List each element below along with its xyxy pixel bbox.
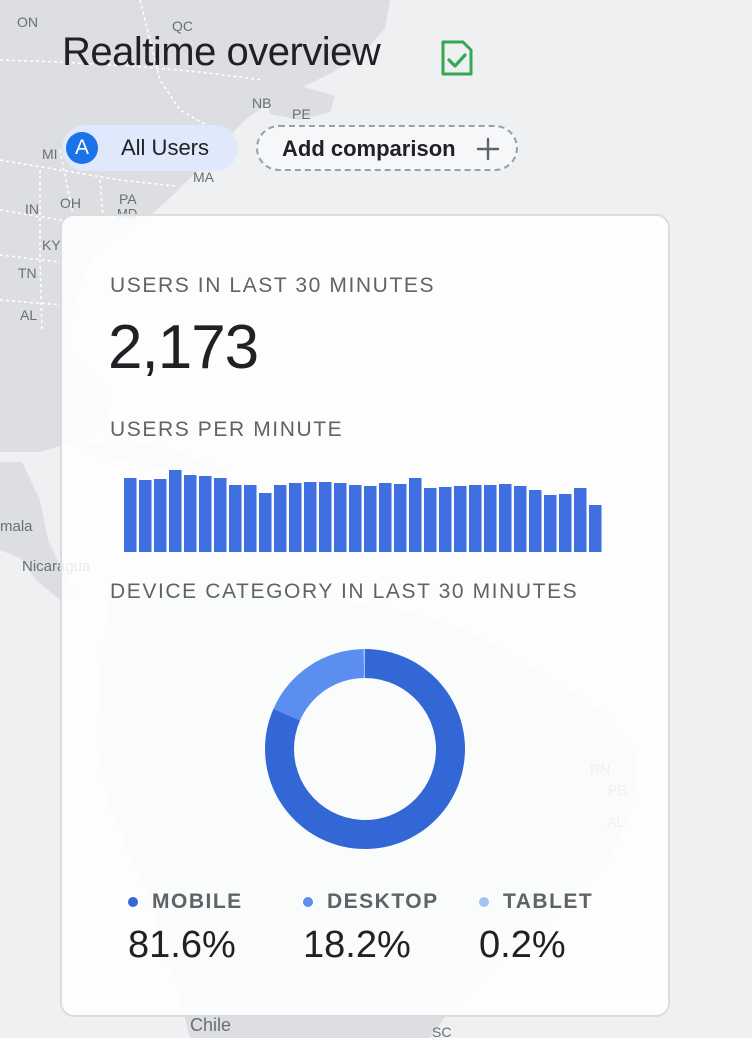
legend-dot-mobile — [128, 897, 138, 907]
legend-dot-desktop — [303, 897, 313, 907]
page-title: Realtime overview — [62, 30, 381, 74]
users-per-minute-bar[interactable] — [184, 475, 197, 552]
map-label-oh: OH — [60, 195, 81, 211]
users-per-minute-bar[interactable] — [244, 485, 257, 552]
users-per-minute-bar[interactable] — [544, 495, 557, 552]
users-per-minute-bar[interactable] — [574, 488, 587, 552]
users-per-minute-bar[interactable] — [529, 490, 542, 552]
map-label-on: ON — [17, 14, 38, 30]
users-per-minute-bar[interactable] — [259, 493, 272, 552]
add-comparison-label: Add comparison — [282, 136, 456, 161]
segment-avatar: A — [66, 132, 98, 164]
users-per-minute-bar[interactable] — [334, 483, 347, 552]
realtime-users-card[interactable]: USERS IN LAST 30 MINUTES 2,173 USERS PER… — [60, 214, 670, 1017]
users-per-minute-bar[interactable] — [304, 482, 317, 552]
legend-desktop: DESKTOP 18.2% — [303, 890, 483, 967]
users-per-minute-bar[interactable] — [229, 485, 242, 552]
map-label-pe: PE — [292, 106, 311, 122]
users-count: 2,173 — [108, 313, 259, 382]
users-per-minute-chart[interactable] — [124, 464, 604, 552]
map-label-chile: Chile — [190, 1015, 231, 1035]
users-per-minute-bar[interactable] — [349, 485, 362, 552]
users-per-minute-bar[interactable] — [559, 494, 572, 552]
map-land-nova-scotia — [265, 86, 335, 120]
users-per-minute-bar[interactable] — [289, 483, 302, 552]
users-per-minute-bar[interactable] — [274, 485, 287, 552]
map-label-in: IN — [25, 201, 39, 217]
legend-value-mobile: 81.6% — [128, 924, 236, 966]
map-label-sc-br: SC — [432, 1024, 451, 1038]
legend-mobile: MOBILE 81.6% — [128, 890, 308, 967]
users-per-minute-bar[interactable] — [169, 470, 182, 552]
users-per-minute-bar[interactable] — [394, 484, 407, 552]
legend-label-desktop: DESKTOP — [327, 890, 439, 913]
users-per-minute-bar[interactable] — [454, 486, 467, 552]
users-per-minute-bar[interactable] — [409, 478, 422, 552]
map-label-nb: NB — [252, 95, 271, 111]
plus-icon — [476, 137, 500, 161]
map-label-pa: PA — [119, 191, 137, 207]
map-land-north-america — [0, 0, 390, 452]
map-label-al: AL — [20, 307, 37, 323]
map-label-tn: TN — [18, 265, 37, 281]
donut-slice-desktop[interactable] — [273, 649, 365, 721]
users-last-30-label: USERS IN LAST 30 MINUTES — [110, 274, 436, 297]
legend-tablet: TABLET 0.2% — [479, 890, 659, 967]
users-per-minute-bar[interactable] — [499, 484, 512, 552]
users-per-minute-bar[interactable] — [439, 487, 452, 552]
users-per-minute-label: USERS PER MINUTE — [110, 418, 344, 441]
map-label-ma: MA — [193, 169, 215, 185]
users-per-minute-bar[interactable] — [379, 483, 392, 552]
legend-value-tablet: 0.2% — [479, 924, 566, 966]
map-label-mi: MI — [42, 146, 58, 162]
map-land-central-america — [0, 462, 78, 600]
legend-value-desktop: 18.2% — [303, 924, 411, 966]
users-per-minute-bar[interactable] — [424, 488, 437, 552]
add-comparison-button[interactable]: Add comparison — [256, 125, 518, 171]
segment-label: All Users — [121, 135, 210, 160]
device-category-label: DEVICE CATEGORY IN LAST 30 MINUTES — [110, 580, 579, 603]
users-per-minute-bar[interactable] — [589, 505, 602, 552]
map-label-mala: mala — [0, 518, 33, 535]
users-per-minute-bar[interactable] — [514, 486, 527, 552]
legend-label-mobile: MOBILE — [152, 890, 243, 913]
donut-slice-tablet[interactable] — [363, 649, 365, 679]
users-per-minute-bar[interactable] — [124, 478, 137, 552]
users-per-minute-bar[interactable] — [214, 478, 227, 552]
insights-check-icon[interactable] — [440, 40, 474, 76]
users-per-minute-bar[interactable] — [154, 479, 167, 552]
users-per-minute-bar[interactable] — [469, 485, 482, 552]
legend-label-tablet: TABLET — [503, 890, 594, 913]
users-per-minute-bar[interactable] — [319, 482, 332, 552]
users-per-minute-bar[interactable] — [139, 480, 152, 552]
device-category-donut[interactable] — [265, 649, 465, 849]
users-per-minute-bar[interactable] — [199, 476, 212, 552]
users-per-minute-bar[interactable] — [364, 486, 377, 552]
map-label-qc: QC — [172, 18, 193, 34]
users-per-minute-bar[interactable] — [484, 485, 497, 552]
map-label-ky: KY — [42, 237, 61, 253]
segment-chip-all-users[interactable]: A All Users — [62, 125, 238, 171]
legend-dot-tablet — [479, 897, 489, 907]
